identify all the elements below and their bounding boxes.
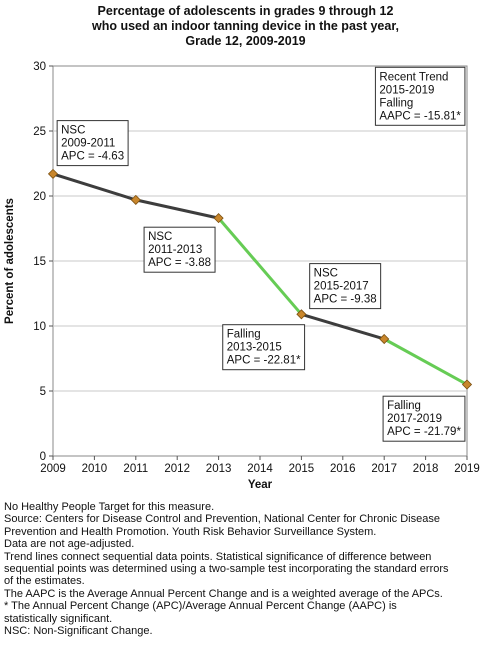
chart-title-line-1: Percentage of adolescents in grades 9 th… xyxy=(97,4,394,18)
data-markers xyxy=(47,168,473,390)
axes: 0 5 10 15 20 25 30 2009 2010 2011 2012 2013 2014 2015… xyxy=(33,61,480,475)
chart-title-line-2: who used an indoor tanning device in the… xyxy=(91,19,399,33)
annotation-line: 2013-2015 xyxy=(227,342,282,354)
note-line: Source: Centers for Disease Control and … xyxy=(4,513,440,526)
y-tick-label: 30 xyxy=(33,61,46,73)
line-chart: 0 5 10 15 20 25 30 2009 2010 2011 2012 2013 2014 2015… xyxy=(4,61,480,491)
y-tick-label: 15 xyxy=(33,256,46,268)
annotation-line: APC = -22.81* xyxy=(227,355,301,367)
y-tick-label: 5 xyxy=(40,386,46,398)
note-line: NSC: Non-Significant Change. xyxy=(4,625,153,638)
data-point-2011 xyxy=(130,194,141,205)
y-tick-label: 10 xyxy=(33,321,46,333)
annotation-line: 2009-2011 xyxy=(61,138,115,150)
annotation-line: 2015-2017 xyxy=(314,281,369,293)
x-tick-label: 2014 xyxy=(247,463,273,475)
data-point-2015 xyxy=(296,309,307,320)
note-line: Trend lines connect sequential data poin… xyxy=(4,550,432,563)
annotation-box xyxy=(56,120,129,167)
y-axis-title: Percent of adolescents xyxy=(4,198,16,324)
chart-title: Percentage of adolescents in grades 9 th… xyxy=(0,4,491,49)
trend-segment-2015-2017 xyxy=(299,312,386,341)
annotation-line: APC = -21.79* xyxy=(387,426,461,438)
annotation-line: APC = -4.63 xyxy=(61,151,124,163)
trend-segment-2011-2013 xyxy=(134,198,221,220)
annotation-line: 2015-2019 xyxy=(379,84,434,96)
x-tick-label: 2015 xyxy=(289,463,315,475)
x-tick-label: 2016 xyxy=(330,463,356,475)
note-line: * The Annual Percent Change (APC)/Averag… xyxy=(4,600,397,613)
data-point-2017 xyxy=(379,333,390,345)
annotation-line: Recent Trend xyxy=(379,71,448,83)
trend-lines xyxy=(51,172,469,386)
note-line: No Healthy People Target for this measur… xyxy=(4,501,215,513)
annotation-box xyxy=(382,395,466,442)
y-tick-label: 20 xyxy=(33,191,46,203)
x-tick-label: 2011 xyxy=(123,463,148,475)
annotation-box xyxy=(374,66,466,126)
note-line: of the estimates. xyxy=(4,575,85,588)
note-line: The AAPC is the Average Annual Percent C… xyxy=(4,587,443,600)
annotation-line: Falling xyxy=(379,97,413,109)
x-axis-title: Year xyxy=(248,479,273,491)
chart-title-line-3: Grade 12, 2009-2019 xyxy=(185,34,306,48)
note-line: Prevention and Health Promotion. Youth R… xyxy=(4,525,377,538)
annotation-line: NSC xyxy=(314,268,338,280)
annotation-box xyxy=(222,324,306,371)
data-point-2019 xyxy=(461,379,473,390)
annotation-line: AAPC = -15.81* xyxy=(379,110,461,122)
x-tick-label: 2018 xyxy=(413,463,439,475)
annotation-line: 2017-2019 xyxy=(387,413,442,425)
annotation-line: APC = -9.38 xyxy=(314,294,377,306)
annotation-line: 2011-2013 xyxy=(148,244,202,256)
x-tick-label: 2013 xyxy=(206,463,232,475)
y-tick-label: 25 xyxy=(33,126,46,138)
trend-segment-2013-2015 xyxy=(217,216,303,316)
x-tick-label: 2017 xyxy=(371,463,397,475)
data-point-2013 xyxy=(213,213,224,224)
trend-segment-2017-2019 xyxy=(382,337,469,386)
annotation-box xyxy=(143,226,216,273)
annotation-line: NSC xyxy=(148,231,172,243)
annotation-line: Falling xyxy=(227,329,261,341)
y-tick-label: 0 xyxy=(40,451,46,463)
annotation-line: NSC xyxy=(61,125,85,137)
footnotes: No Healthy People Target for this measur… xyxy=(4,501,488,637)
note-line: statistically significant. xyxy=(4,612,113,625)
x-tick-label: 2009 xyxy=(40,463,66,475)
x-tick-label: 2019 xyxy=(454,463,480,475)
annotation-box xyxy=(309,263,382,310)
note-line: sequential points was determined using a… xyxy=(4,563,449,576)
note-line: Data are not age-adjusted. xyxy=(4,538,135,551)
data-point-2009 xyxy=(47,168,59,179)
x-tick-label: 2012 xyxy=(164,463,190,475)
annotation-line: Falling xyxy=(387,400,421,412)
x-tick-label: 2010 xyxy=(82,463,108,475)
trend-segment-2009-2011 xyxy=(51,172,138,202)
annotation-line: APC = -3.88 xyxy=(148,257,211,269)
